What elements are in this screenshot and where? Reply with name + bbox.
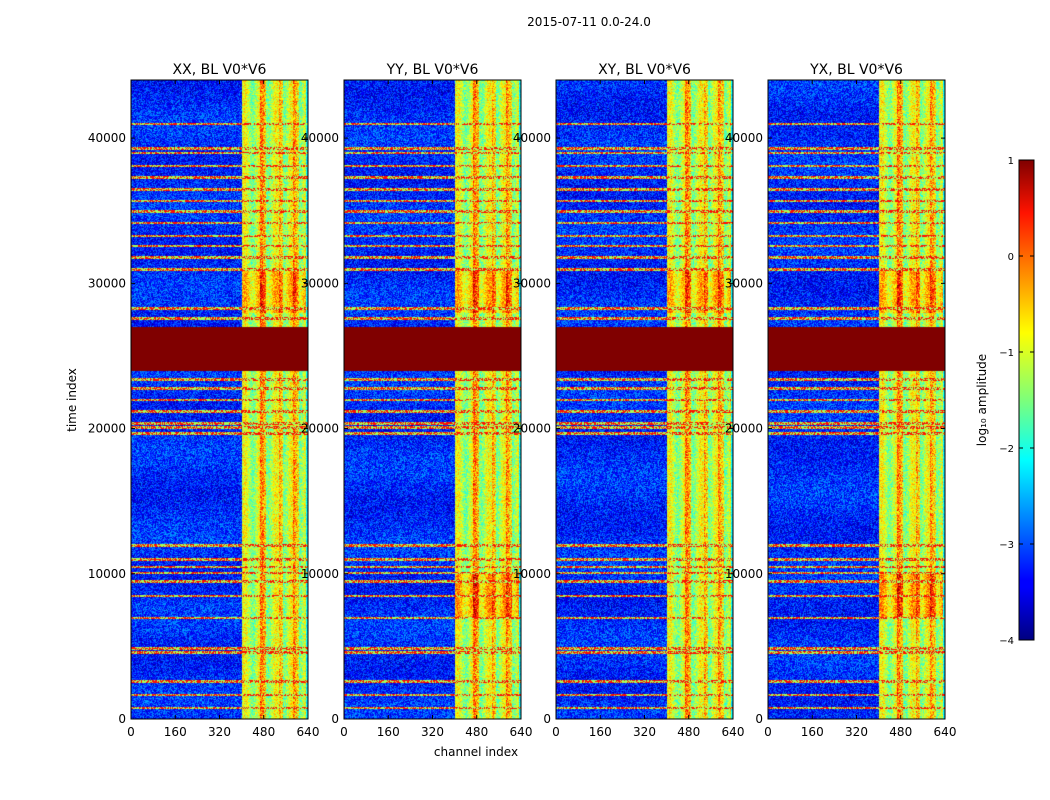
x-tick-label: 320 <box>421 725 444 739</box>
y-tick-label: 0 <box>543 712 551 726</box>
figure-suptitle: 2015-07-11 0.0-24.0 <box>527 15 651 29</box>
panel-title: XX, BL V0*V6 <box>173 62 267 78</box>
x-tick-label: 160 <box>801 725 824 739</box>
y-tick-label: 30000 <box>725 276 763 290</box>
x-tick-label: 0 <box>127 725 135 739</box>
panel-xy: XY, BL V0*V6 0 160 320 480 640 0 10000 20000 3000… <box>513 62 745 739</box>
y-tick-label: 20000 <box>725 422 763 436</box>
y-tick-label: 20000 <box>88 422 126 436</box>
x-tick-label: 640 <box>297 725 320 739</box>
x-tick-label: 480 <box>465 725 488 739</box>
x-tick-label: 480 <box>889 725 912 739</box>
y-tick-label: 10000 <box>725 567 763 581</box>
panel-title: XY, BL V0*V6 <box>598 62 691 78</box>
x-tick-label: 640 <box>934 725 957 739</box>
heatmap-image <box>556 80 733 719</box>
y-tick-label: 30000 <box>301 276 339 290</box>
x-tick-label: 320 <box>633 725 656 739</box>
y-tick-label: 40000 <box>725 131 763 145</box>
y-tick-label: 40000 <box>513 131 551 145</box>
x-tick-label: 320 <box>208 725 231 739</box>
panel-title: YX, BL V0*V6 <box>809 62 903 78</box>
x-tick-label: 640 <box>510 725 533 739</box>
panel-xx: XX, BL V0*V6 0 160 320 480 640 0 10000 20000 3000… <box>88 62 320 739</box>
y-axis-label: time index <box>65 368 79 432</box>
x-tick-label: 480 <box>677 725 700 739</box>
x-tick-label: 320 <box>845 725 868 739</box>
y-tick-label: 40000 <box>88 131 126 145</box>
x-tick-label: 0 <box>552 725 560 739</box>
y-tick-label: 30000 <box>513 276 551 290</box>
colorbar-tick-label: −2 <box>999 444 1014 455</box>
heatmap-image <box>131 80 308 719</box>
y-tick-label: 40000 <box>301 131 339 145</box>
x-tick-label: 0 <box>764 725 772 739</box>
y-tick-label: 0 <box>118 712 126 726</box>
y-tick-label: 0 <box>331 712 339 726</box>
colorbar-tick-label: −4 <box>999 636 1014 647</box>
x-tick-label: 160 <box>377 725 400 739</box>
x-tick-label: 160 <box>164 725 187 739</box>
x-tick-label: 640 <box>722 725 745 739</box>
colorbar-gradient <box>1018 159 1035 641</box>
x-tick-label: 480 <box>252 725 275 739</box>
colorbar-tick-label: 1 <box>1008 156 1014 167</box>
colorbar-tick-label: 0 <box>1008 252 1014 263</box>
y-tick-label: 0 <box>755 712 763 726</box>
x-axis-label: channel index <box>434 745 518 759</box>
panel-title: YY, BL V0*V6 <box>386 62 479 78</box>
x-tick-label: 160 <box>589 725 612 739</box>
panels-group: XX, BL V0*V6 0 160 320 480 640 0 10000 20000 3000… <box>88 62 957 739</box>
heatmap-image <box>344 80 521 719</box>
y-tick-label: 10000 <box>88 567 126 581</box>
panel-yx: YX, BL V0*V6 0 160 320 480 640 0 10000 20000 3000… <box>725 62 957 739</box>
y-tick-label: 10000 <box>301 567 339 581</box>
heatmap-image <box>768 80 945 719</box>
colorbar-tick-label: −1 <box>999 348 1014 359</box>
y-tick-label: 30000 <box>88 276 126 290</box>
x-tick-label: 0 <box>340 725 348 739</box>
y-tick-label: 20000 <box>513 422 551 436</box>
colorbar: −4 −3 −2 −1 0 1 log₁₀ amplitude <box>975 156 1035 647</box>
colorbar-tick-label: −3 <box>999 540 1014 551</box>
y-tick-label: 10000 <box>513 567 551 581</box>
y-tick-label: 20000 <box>301 422 339 436</box>
colorbar-ticks: −4 −3 −2 −1 0 1 <box>999 156 1034 647</box>
colorbar-label: log₁₀ amplitude <box>975 354 989 446</box>
panel-yy: YY, BL V0*V6 0 160 320 480 640 0 10000 20000 3000… <box>301 62 533 739</box>
